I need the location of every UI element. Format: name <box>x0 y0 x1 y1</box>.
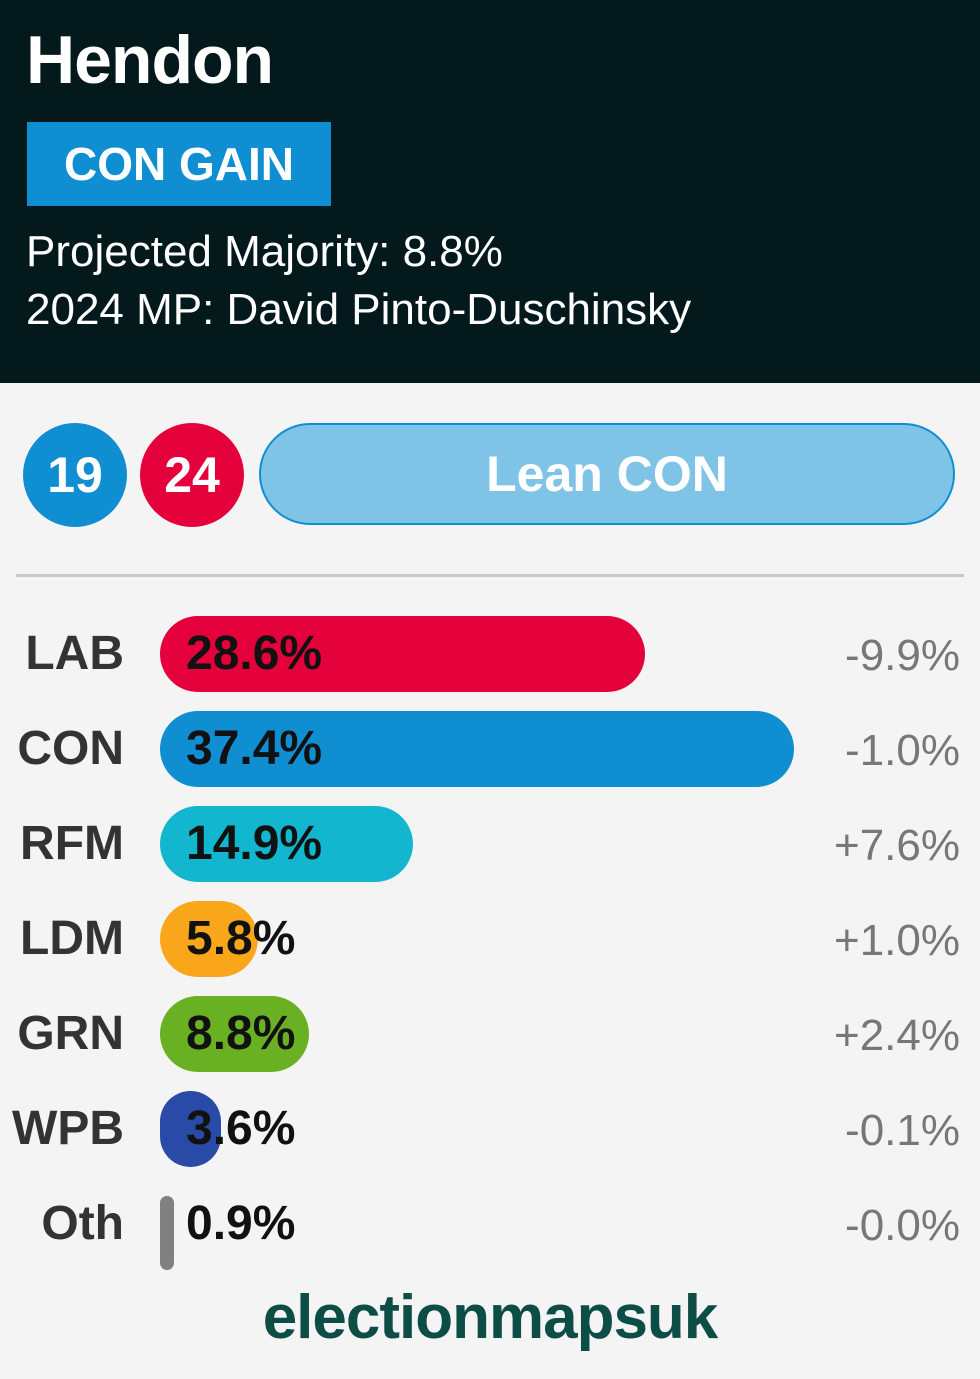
bar-lab <box>160 616 645 692</box>
divider <box>16 574 964 577</box>
change-rfm: +7.6% <box>834 821 960 870</box>
party-label-lab: LAB <box>25 627 124 680</box>
bar-con <box>160 711 794 787</box>
change-ldm: +1.0% <box>834 916 960 965</box>
constituency-title: Hendon <box>26 22 274 98</box>
bar-wpb <box>160 1091 222 1167</box>
bar-grn <box>160 996 310 1072</box>
mp-line: 2024 MP: David Pinto-Duschinsky <box>26 285 692 334</box>
bar-value-grn: 8.8% <box>186 1007 296 1060</box>
party-label-oth: Oth <box>41 1197 124 1250</box>
projected-majority: Projected Majority: 8.8% <box>26 227 503 276</box>
con-seat-count: 19 <box>23 423 127 527</box>
brand-logo: electionmapsuk <box>262 1283 719 1352</box>
change-oth: -0.0% <box>845 1201 960 1250</box>
bar-oth <box>160 1196 174 1270</box>
party-label-wpb: WPB <box>12 1102 124 1155</box>
bar-value-rfm: 14.9% <box>186 817 323 870</box>
bar-ldm <box>160 901 259 977</box>
party-label-rfm: RFM <box>20 817 124 870</box>
bar-value-oth: 0.9% <box>186 1197 296 1250</box>
change-con: -1.0% <box>845 726 960 775</box>
change-lab: -9.9% <box>845 631 960 680</box>
bar-value-con: 37.4% <box>186 722 323 775</box>
bar-value-lab: 28.6% <box>186 627 323 680</box>
bar-rfm <box>160 806 413 882</box>
party-label-con: CON <box>17 722 124 775</box>
constituency-header: Hendon CON GAIN Projected Majority: 8.8%… <box>0 0 980 383</box>
bar-value-wpb: 3.6% <box>186 1102 296 1155</box>
rating-pill: Lean CON <box>259 423 955 525</box>
change-wpb: -0.1% <box>845 1106 960 1155</box>
party-label-ldm: LDM <box>20 912 124 965</box>
lab-seat-count: 24 <box>140 423 244 527</box>
change-grn: +2.4% <box>834 1011 960 1060</box>
status-badge: CON GAIN <box>27 122 331 206</box>
bar-value-ldm: 5.8% <box>186 912 296 965</box>
party-label-grn: GRN <box>17 1007 124 1060</box>
